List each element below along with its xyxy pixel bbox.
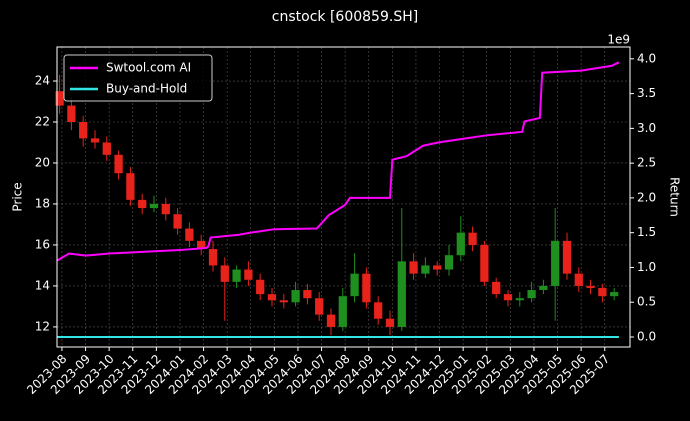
candle-body	[279, 300, 288, 303]
y2-tick-label: 3.0	[637, 121, 656, 135]
candle-body	[161, 203, 170, 215]
y2-tick-label: 0.0	[637, 329, 656, 343]
candle-body	[421, 265, 430, 274]
y2-tick-label: 3.5	[637, 86, 656, 100]
candle-body	[527, 290, 536, 299]
legend-label: Swtool.com AI	[106, 61, 191, 75]
candle-body	[468, 232, 477, 245]
y2-tick-label: 2.5	[637, 156, 656, 170]
y-tick-label: 22	[35, 115, 50, 129]
candle-body	[397, 261, 406, 327]
candle-body	[456, 232, 465, 256]
y-tick-label: 12	[35, 319, 50, 333]
y-tick-label: 14	[35, 278, 50, 292]
candle-body	[562, 240, 572, 274]
candle-body	[232, 269, 241, 282]
candle-body	[185, 228, 194, 241]
candle-body	[433, 265, 442, 270]
line-series	[56, 61, 620, 262]
candle-body	[102, 142, 111, 155]
candle-body	[114, 154, 123, 174]
candle-body	[444, 255, 454, 270]
candle-body	[244, 269, 253, 280]
candle-body	[409, 261, 418, 274]
candle-body	[126, 173, 135, 200]
y2-axis-label: Return	[668, 177, 682, 217]
y2-tick-label: 0.5	[637, 295, 656, 309]
candle-body	[138, 199, 147, 209]
candle-body	[374, 302, 383, 319]
candle-body	[480, 244, 489, 282]
legend-box	[63, 54, 213, 102]
y2-offset-label: 1e9	[607, 33, 630, 47]
candle-body	[55, 91, 64, 106]
candle-body	[173, 214, 182, 229]
candle-body	[551, 240, 560, 286]
y2-tick-label: 1.0	[637, 260, 656, 274]
y-tick-label: 24	[35, 74, 50, 88]
candle-body	[598, 287, 607, 297]
candle-body	[149, 203, 159, 209]
candle-body	[492, 281, 501, 295]
candle-body	[362, 273, 371, 303]
candle-body	[197, 240, 206, 250]
y2-tick-label: 4.0	[637, 51, 656, 65]
y-tick-label: 16	[35, 237, 50, 251]
legend-label: Buy-and-Hold	[106, 82, 187, 96]
candle-body	[338, 296, 347, 327]
y-tick-label: 18	[35, 196, 50, 210]
candle-body	[208, 249, 218, 266]
candle-body	[586, 285, 595, 288]
y2-tick-label: 1.5	[637, 225, 656, 239]
candle-body	[539, 285, 548, 291]
y-axis-label: Price	[11, 182, 25, 211]
candle-body	[610, 292, 619, 297]
chart-title: cnstock [600859.SH]	[272, 9, 418, 25]
candle-body	[79, 122, 88, 139]
plot-frame	[56, 46, 631, 348]
candle-body	[315, 298, 324, 315]
candle-body	[291, 290, 300, 303]
candle-body	[90, 138, 100, 143]
y-tick-label: 20	[35, 155, 50, 169]
candle-body	[326, 314, 336, 327]
candle-body	[515, 298, 524, 301]
candle-body	[67, 105, 76, 122]
candle-body	[503, 294, 513, 301]
candle-body	[303, 290, 312, 299]
candle-body	[350, 273, 359, 297]
candle-body	[220, 265, 229, 282]
y2-tick-label: 2.0	[637, 190, 656, 204]
candle-body	[267, 294, 277, 301]
candle-body	[256, 279, 265, 295]
candle-body	[574, 273, 583, 286]
candle-body	[385, 318, 395, 327]
